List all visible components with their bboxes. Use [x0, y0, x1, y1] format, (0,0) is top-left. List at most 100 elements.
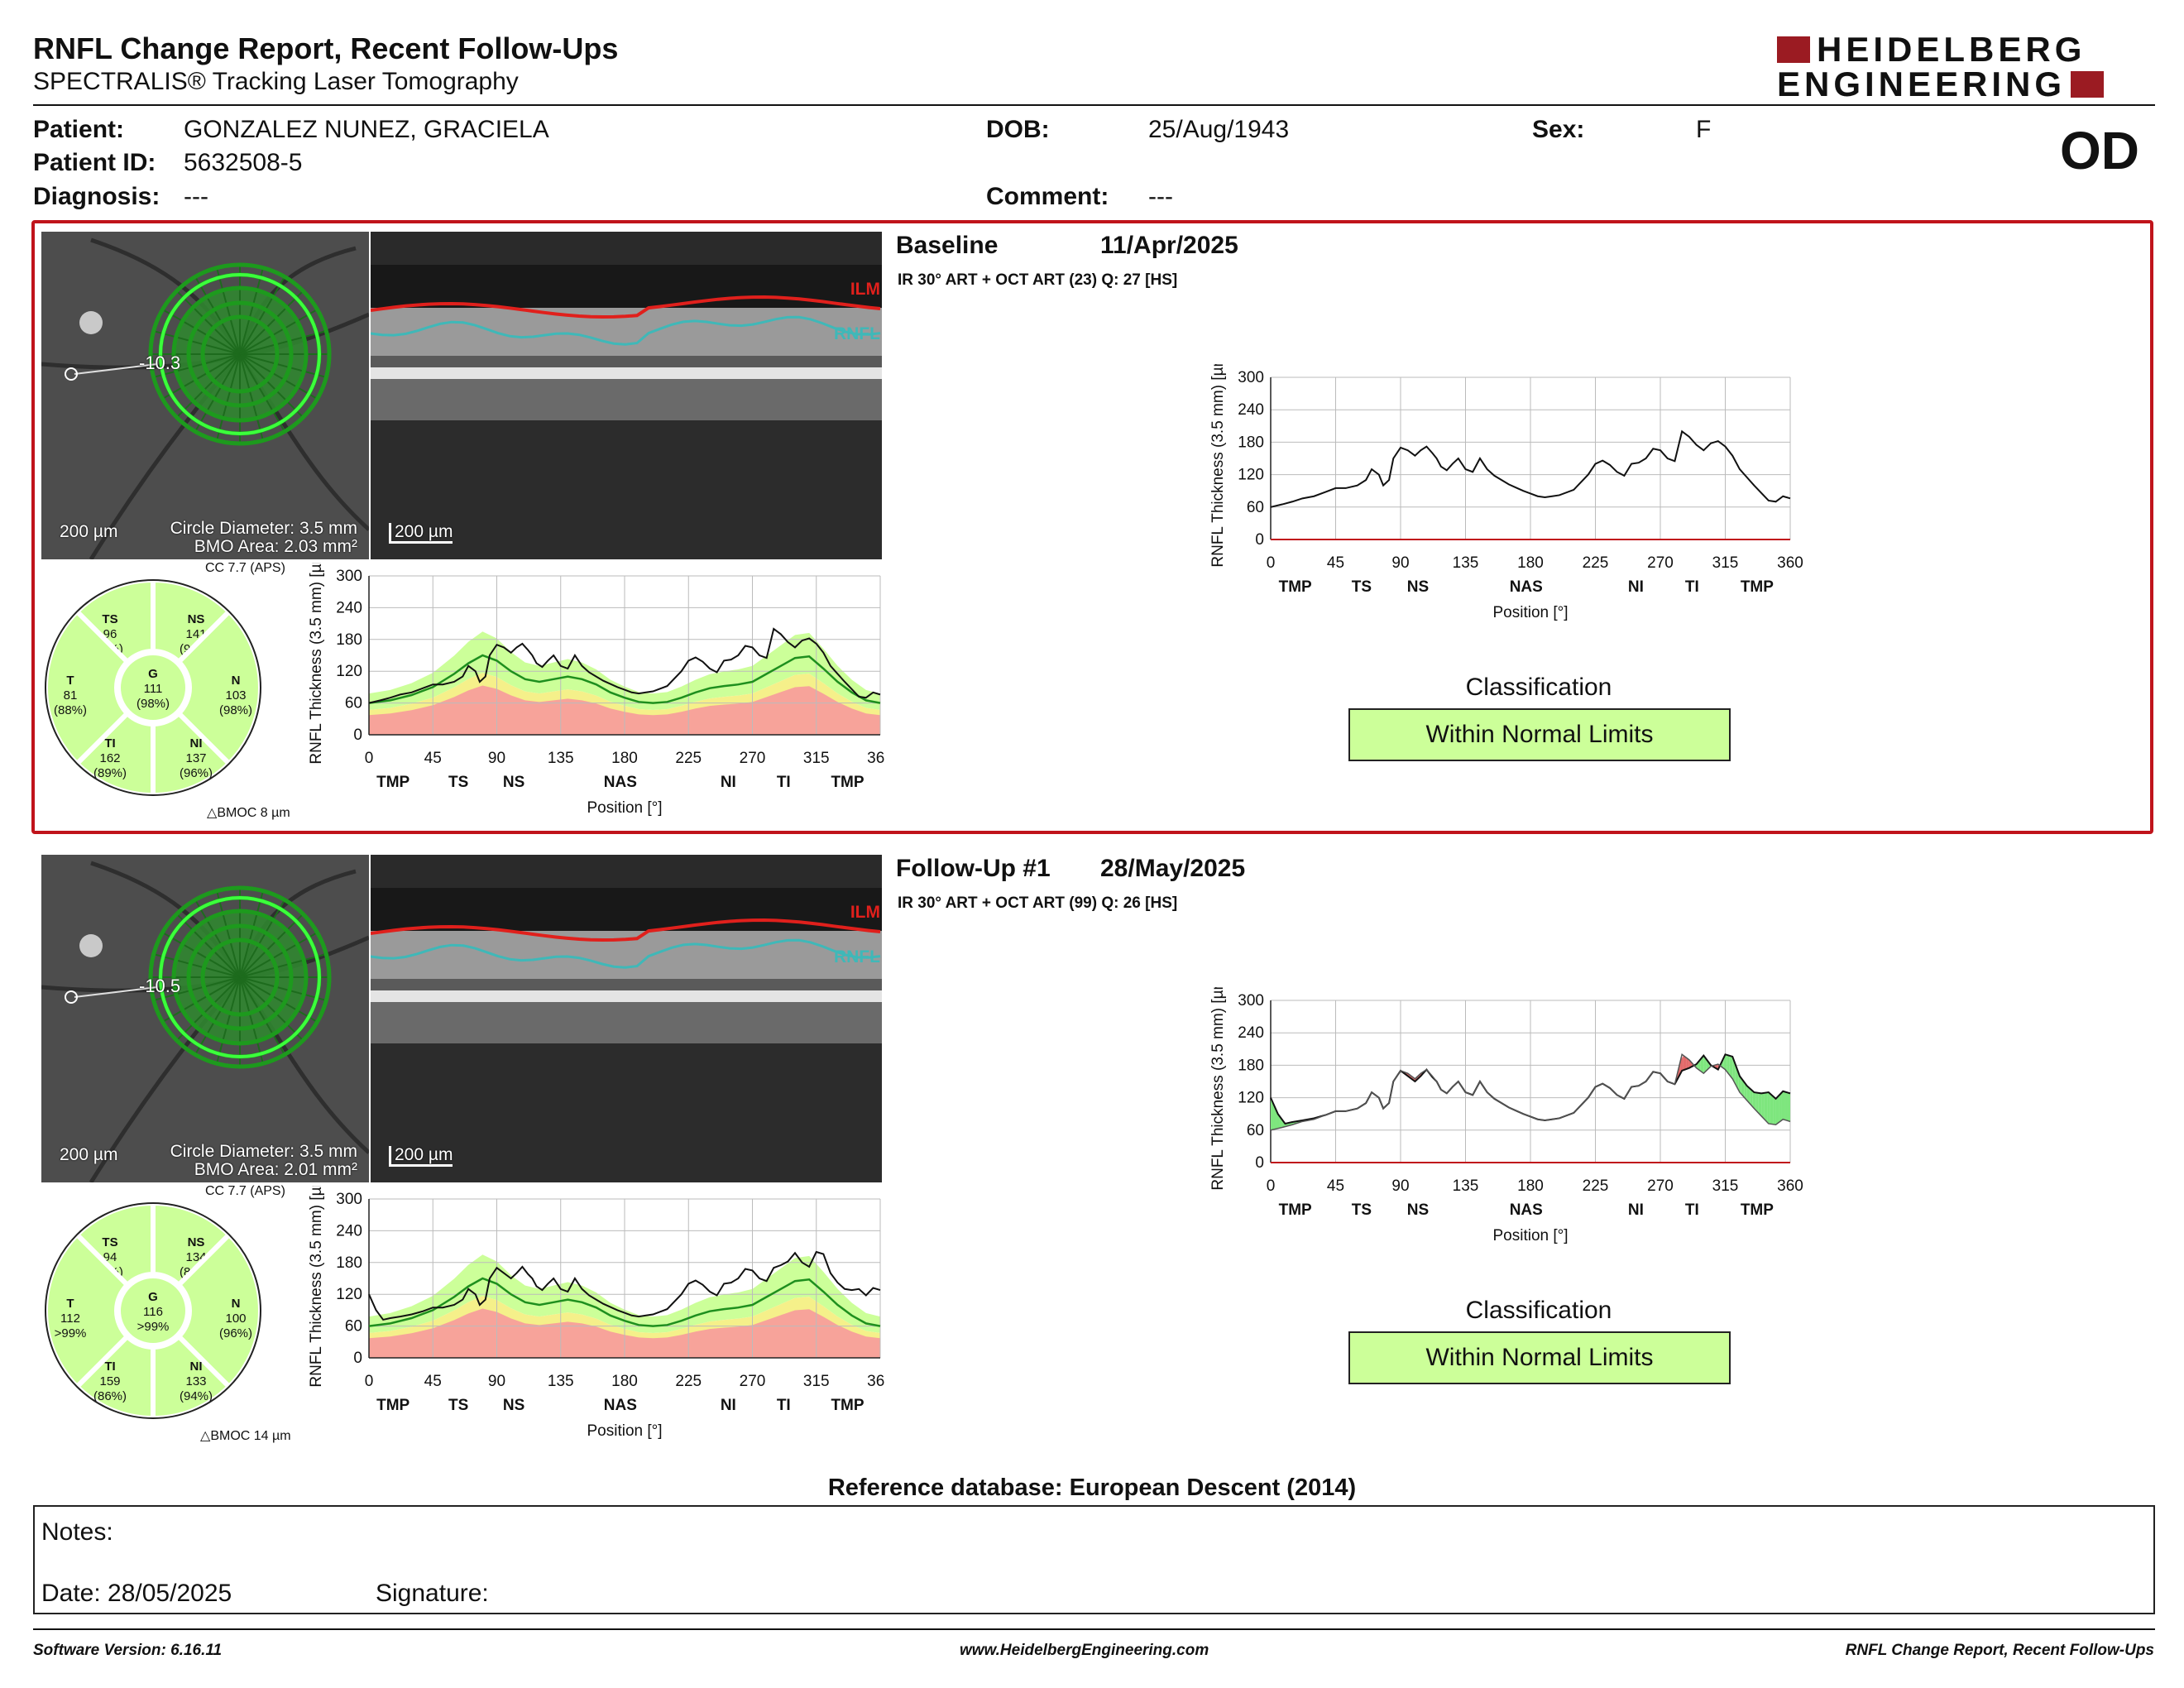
- x-axis-label: Position [°]: [1492, 1227, 1568, 1244]
- sector-g: [117, 1275, 189, 1346]
- radial-scan-line: [239, 308, 319, 355]
- header-rule: [33, 104, 2155, 106]
- radial-scan-line: [175, 289, 241, 355]
- ilm-segmentation-line: [371, 918, 881, 942]
- sector-value: 162: [99, 751, 120, 765]
- signature-label: Signature:: [376, 1580, 489, 1607]
- oct-bscan[interactable]: ILM RNFL 200 µm: [371, 855, 882, 1182]
- acquisition-info: IR 30° ART + OCT ART (23) Q: 27 [HS]: [898, 271, 1178, 289]
- exam-panel-baseline[interactable]: [31, 220, 2153, 834]
- y-tick-label: 120: [336, 1286, 362, 1303]
- sector-tick-label: NI: [721, 1397, 736, 1414]
- y-tick-label: 60: [1247, 1122, 1264, 1139]
- change-area: [1758, 1092, 1762, 1116]
- sector-pie-chart: TS96(6%)NS141(94%)N103(98%)NI137(96%)TI1…: [43, 577, 263, 798]
- reference-database: Reference database: European Descent (20…: [827, 1475, 1357, 1501]
- radial-scan-line: [239, 889, 265, 978]
- radial-scan-line: [151, 976, 241, 1002]
- website-link[interactable]: www.HeidelbergEngineering.com: [960, 1642, 1209, 1659]
- radial-scan-line: [160, 976, 241, 1024]
- comment-label: Comment:: [986, 183, 1109, 210]
- y-tick-label: 180: [1238, 434, 1264, 451]
- retina-layer-band: [371, 979, 882, 990]
- y-tick-label: 60: [345, 695, 362, 712]
- change-area: [1752, 1091, 1756, 1110]
- ilm-segmentation-line: [371, 295, 881, 319]
- change-area: [1750, 1088, 1753, 1107]
- x-tick-label: 45: [424, 1373, 442, 1390]
- pie-outline: [45, 579, 261, 796]
- change-area: [1700, 1055, 1704, 1074]
- fundus-drawing: [41, 232, 369, 559]
- fundus-image[interactable]: -10.3 200 µm Circle Diameter: 3.5 mm BMO…: [41, 232, 369, 559]
- x-tick-label: 45: [424, 750, 442, 767]
- exam-title: Follow-Up #1: [896, 855, 1051, 882]
- radial-scan-line: [239, 353, 265, 443]
- sector-tick-label: TMP: [1279, 578, 1312, 596]
- radial-scan-line: [239, 952, 328, 978]
- fundus-image[interactable]: -10.5 200 µm Circle Diameter: 3.5 mm BMO…: [41, 855, 369, 1182]
- radial-scan-line: [239, 353, 305, 420]
- rnfl-segmentation-line: [371, 315, 881, 346]
- x-tick-label: 315: [1712, 1177, 1739, 1195]
- sector-value: 112: [60, 1312, 80, 1326]
- sector-percentile: (86%): [93, 1389, 127, 1403]
- radial-scan-line: [239, 353, 328, 379]
- rnfl-segmentation-line: [371, 938, 881, 969]
- baseline-thickness-line: [1270, 1053, 1791, 1131]
- rnfl-label: RNFL: [834, 324, 880, 343]
- fundus-scale-bar: 200 µm: [60, 522, 118, 541]
- sector-percentile: (98%): [136, 697, 170, 711]
- x-tick-label: 360: [867, 750, 885, 767]
- thickness-line: [1270, 429, 1791, 508]
- y-tick-label: 300: [336, 1191, 362, 1208]
- x-tick-label: 270: [1647, 1177, 1674, 1195]
- sector-tick-label: NS: [1407, 578, 1429, 596]
- sector-value: 100: [225, 1312, 246, 1326]
- bscan-scale-bar: 200 µm: [389, 523, 453, 544]
- radial-scan-line: [175, 976, 241, 1043]
- radial-scan-line: [151, 952, 241, 978]
- angle-indicator-line: [74, 986, 158, 998]
- radial-scan-line: [239, 266, 265, 355]
- y-tick-label: 180: [1238, 1057, 1264, 1074]
- radial-scan-line: [215, 889, 241, 978]
- rpe-layer-band: [371, 367, 882, 379]
- sector-percentile: (98%): [219, 703, 252, 717]
- rnfl-thickness-chart-normative: 0 45 90 135 180 225 270 315 360 0 60 120 180 240 300 TM…: [308, 1186, 885, 1440]
- sector-tick-label: TS: [1352, 578, 1372, 596]
- change-area: [1271, 1097, 1274, 1130]
- scan-ring: [148, 262, 332, 446]
- sector-name: TS: [102, 612, 117, 626]
- y-tick-label: 240: [336, 1222, 362, 1240]
- sector-tick-label: TMP: [831, 1397, 864, 1414]
- change-area: [1744, 1081, 1747, 1101]
- x-tick-label: 45: [1327, 1177, 1344, 1195]
- bmo-area: BMO Area: 2.03 mm²: [194, 537, 357, 556]
- bmoc-value: BMOC 8 µm: [217, 806, 290, 820]
- sector-name: T: [66, 674, 74, 688]
- x-tick-label: 135: [548, 1373, 574, 1390]
- rnfl-thickness-chart-normative: 0 45 90 135 180 225 270 315 360 0 60 120 180 240 300 TM…: [308, 563, 885, 817]
- change-area: [1764, 1092, 1768, 1123]
- change-area: [1761, 1092, 1765, 1120]
- change-area: [1741, 1077, 1745, 1097]
- change-area: [1781, 1091, 1785, 1121]
- x-tick-label: 180: [611, 750, 638, 767]
- change-area: [1729, 1055, 1733, 1079]
- change-area: [1770, 1093, 1774, 1125]
- x-tick-label: 225: [1583, 1177, 1609, 1195]
- y-tick-label: 0: [1255, 1154, 1264, 1172]
- change-area: [1787, 1092, 1790, 1122]
- radial-scan-line: [175, 353, 241, 420]
- sector-tick-label: NAS: [604, 774, 637, 791]
- notes-box[interactable]: Notes: Date: 28/05/2025 Signature:: [33, 1505, 2155, 1614]
- change-area: [1686, 1057, 1689, 1069]
- radial-scan-line: [194, 976, 241, 1057]
- oct-bscan[interactable]: ILM RNFL 200 µm: [371, 232, 882, 559]
- sector-name: G: [148, 1290, 158, 1304]
- x-tick-label: 0: [365, 1373, 374, 1390]
- logo-line-1: HEIDELBERG: [1817, 30, 2086, 69]
- radial-scan-line: [175, 912, 241, 978]
- radial-scan-line: [239, 976, 286, 1057]
